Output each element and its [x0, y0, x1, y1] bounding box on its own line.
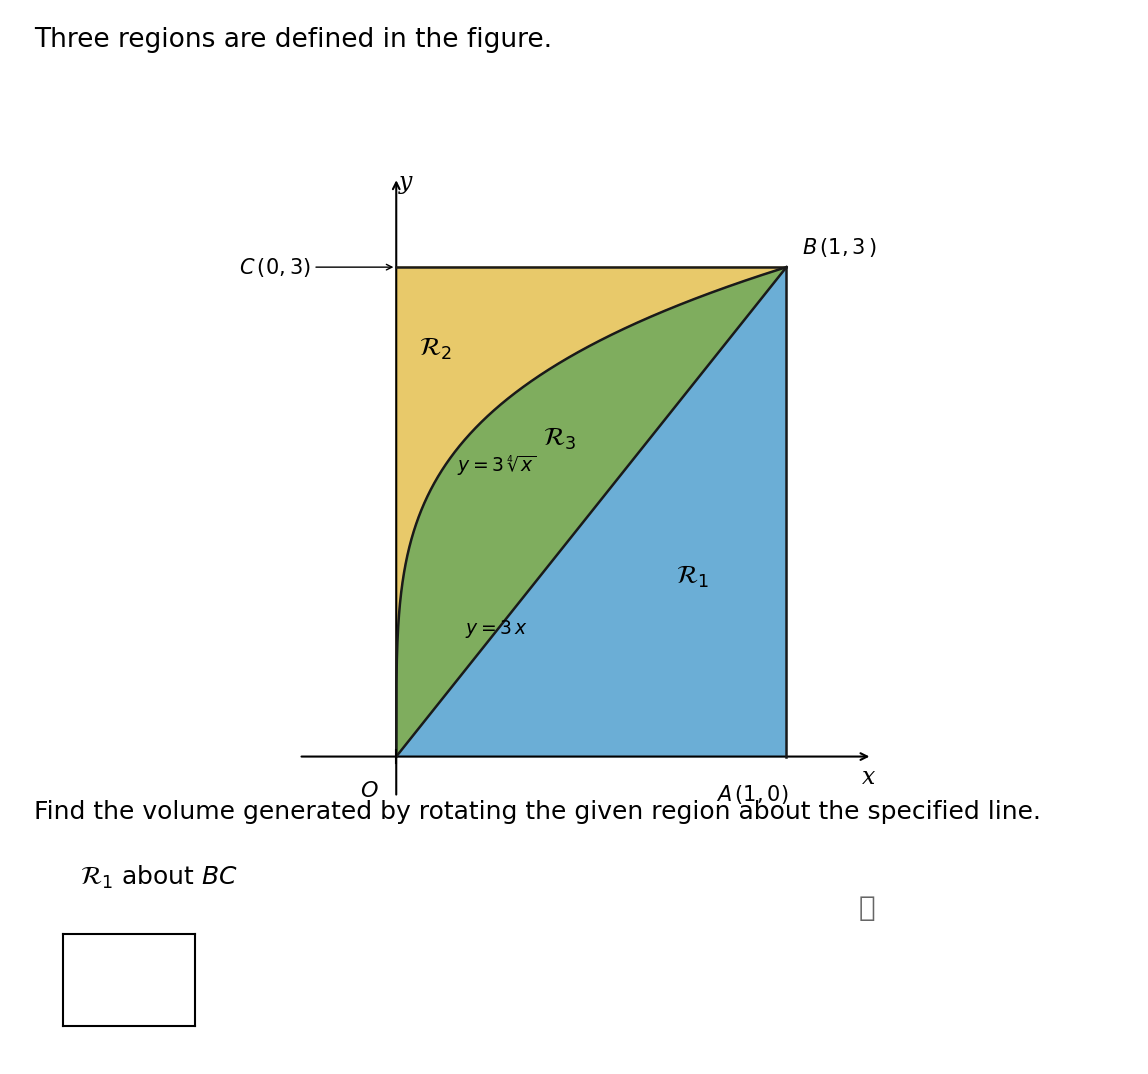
Polygon shape	[396, 267, 786, 756]
Polygon shape	[396, 267, 786, 756]
Text: $O$: $O$	[359, 781, 378, 801]
Text: $\mathcal{R}_3$: $\mathcal{R}_3$	[543, 425, 576, 451]
Text: $\mathcal{R}_1$: $\mathcal{R}_1$	[676, 564, 709, 591]
Text: $y = 3\,x$: $y = 3\,x$	[465, 619, 527, 640]
Text: x: x	[862, 766, 875, 789]
Text: y: y	[400, 171, 412, 193]
Text: $\mathcal{R}_1$: $\mathcal{R}_1$	[80, 865, 114, 890]
Text: $B\,(1,3\,)$: $B\,(1,3\,)$	[802, 236, 877, 259]
Text: $C\,(0,3)$: $C\,(0,3)$	[239, 256, 391, 278]
Text: $y = 3\,\sqrt[4]{x}$: $y = 3\,\sqrt[4]{x}$	[457, 454, 536, 478]
Polygon shape	[396, 267, 786, 756]
Text: $\mathcal{R}_2$: $\mathcal{R}_2$	[419, 335, 452, 362]
Text: $A\,(1,0)$: $A\,(1,0)$	[716, 783, 789, 806]
Text: ⓘ: ⓘ	[859, 894, 875, 921]
Text: Find the volume generated by rotating the given region about the specified line.: Find the volume generated by rotating th…	[34, 800, 1041, 824]
Text: about $\it{BC}$: about $\it{BC}$	[121, 865, 238, 888]
Text: Three regions are defined in the figure.: Three regions are defined in the figure.	[34, 27, 552, 53]
